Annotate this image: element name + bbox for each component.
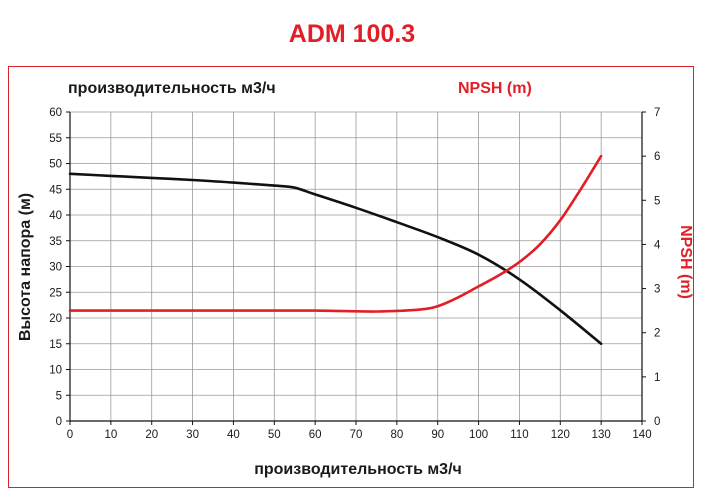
x-axis-title: производительность м3/ч — [254, 461, 462, 478]
y-axis-title: Высота напора (м) — [17, 193, 34, 341]
x-tick-label: 0 — [67, 429, 73, 441]
top-right-label: NPSH (m) — [458, 80, 532, 97]
y2-tick-label: 1 — [654, 372, 660, 384]
x-tick-labels: 0 10 20 30 40 50 60 70 80 90 100 110 120 130 140 — [67, 429, 652, 441]
y-tick-label: 40 — [49, 210, 62, 222]
chart-frame — [8, 66, 694, 488]
y2-tick-label: 0 — [654, 416, 660, 428]
y-tick-labels: 0 5 10 15 20 25 30 35 40 45 50 55 60 — [49, 107, 62, 428]
x-tick-label: 100 — [469, 429, 488, 441]
y-tick-label: 0 — [56, 416, 62, 428]
y-tick-label: 20 — [49, 313, 62, 325]
y2-tick-labels: 0 1 2 3 4 5 6 7 — [654, 107, 661, 428]
y2-axis-title: NPSH (m) — [677, 225, 694, 299]
npsh-curve — [68, 154, 603, 313]
y2-tick-label: 5 — [654, 195, 660, 207]
axes — [66, 111, 646, 425]
y2-tick-label: 6 — [654, 151, 660, 163]
y-tick-label: 5 — [56, 390, 62, 402]
y-tick-label: 30 — [49, 262, 62, 274]
y-tick-label: 10 — [49, 365, 62, 377]
y-tick-label: 50 — [49, 159, 62, 171]
x-tick-label: 130 — [592, 429, 611, 441]
x-tick-label: 50 — [268, 429, 281, 441]
x-tick-label: 70 — [350, 429, 363, 441]
grid-lines — [70, 111, 642, 421]
y-tick-label: 45 — [49, 184, 62, 196]
y-tick-label: 35 — [49, 236, 62, 248]
chart-title: ADM 100.3 — [288, 20, 416, 48]
y-tick-label: 15 — [49, 339, 62, 351]
x-tick-label: 120 — [551, 429, 570, 441]
x-tick-label: 40 — [227, 429, 240, 441]
x-tick-label: 60 — [309, 429, 322, 441]
y2-tick-label: 4 — [654, 239, 661, 251]
y-tick-label: 55 — [49, 133, 62, 145]
x-tick-label: 140 — [632, 429, 651, 441]
series-lines — [68, 154, 603, 346]
y2-tick-label: 3 — [654, 284, 660, 296]
top-left-label: производительность м3/ч — [68, 80, 276, 97]
y2-tick-label: 7 — [654, 107, 660, 119]
x-tick-label: 90 — [431, 429, 444, 441]
x-tick-label: 10 — [104, 429, 117, 441]
y-tick-label: 25 — [49, 287, 62, 299]
x-tick-label: 80 — [390, 429, 403, 441]
y2-tick-label: 2 — [654, 328, 660, 340]
y-tick-label: 60 — [49, 107, 62, 119]
x-tick-label: 20 — [145, 429, 158, 441]
x-tick-label: 30 — [186, 429, 199, 441]
x-tick-label: 110 — [510, 429, 528, 441]
